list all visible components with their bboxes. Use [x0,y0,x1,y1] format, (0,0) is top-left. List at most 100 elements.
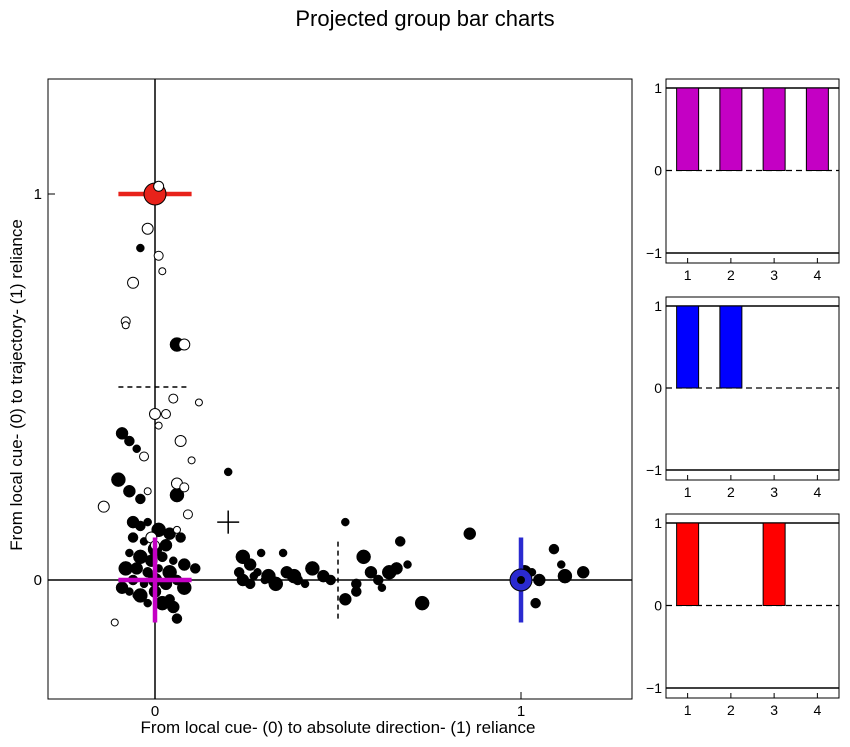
data-point-filled [403,560,412,569]
bar-x-tick-label: 3 [770,702,778,718]
data-point-filled [260,575,270,585]
bar-2 [719,87,743,171]
bar-x-tick-label: 2 [727,484,735,500]
bar-y-tick-label: −1 [646,245,662,261]
data-point-filled [557,560,566,569]
data-point-filled [548,543,560,555]
data-point-filled [463,527,477,540]
bar-y-tick-label: 1 [654,515,662,531]
bar-x-tick-label: 4 [813,484,821,500]
bar-1 [676,522,700,606]
data-point-filled [373,574,384,586]
bar-1 [676,305,700,389]
data-point-filled [111,472,126,487]
data-point-filled [351,578,362,590]
data-point-open [153,250,164,261]
data-point-filled [136,243,145,253]
bar-x-tick-label: 1 [684,484,692,500]
data-point-open [127,276,140,289]
data-point-filled [157,551,168,563]
data-point-open [153,180,165,192]
data-point-filled [305,561,320,576]
scatter-plot-frame [47,78,633,700]
y-tick-label: 1 [34,186,42,203]
data-point-open [139,451,150,462]
bar-panel-red: −1 0 1 1 2 3 4 [646,513,840,718]
data-point-filled [124,435,135,447]
data-point-filled [132,444,141,454]
data-point-filled [533,573,546,587]
bar-panel-blue: −1 0 1 1 2 3 4 [646,296,840,500]
data-point-filled [169,556,178,565]
data-point-filled [159,539,173,552]
data-point-filled [286,568,302,584]
data-point-filled [171,613,183,624]
data-point-filled [339,593,352,606]
data-point-filled [256,548,266,558]
bar-y-tick-label: 0 [654,163,662,179]
data-point-filled [341,517,350,527]
data-point-open [174,435,187,448]
data-point-filled [249,571,259,581]
data-point-open [160,409,171,420]
data-point-open [143,487,152,496]
data-point-filled [178,558,191,571]
data-point-filled [115,581,129,594]
bar-y-tick-label: 1 [654,298,662,314]
data-point-filled [175,532,186,543]
bar-y-tick-label: −1 [646,680,662,696]
figure-title: Projected group bar charts [295,6,555,31]
data-point-open [178,338,191,351]
x-tick-label: 0 [151,703,159,720]
data-point-open [168,393,179,404]
data-point-filled [123,484,136,498]
data-point-filled [356,549,371,565]
y-tick-label: 0 [34,572,42,589]
data-point-filled [143,517,152,527]
data-point-open [158,267,167,276]
data-point-filled [244,578,256,590]
data-point-filled [163,527,176,540]
data-point-filled [364,566,378,579]
data-point-filled [143,598,152,608]
bar-3 [762,522,786,606]
data-point-filled [268,576,284,592]
data-point-filled [278,548,288,558]
data-point-open [194,398,203,407]
data-point-filled [576,566,590,579]
bar-y-tick-label: −1 [646,462,662,478]
data-point-open [97,500,110,513]
data-point-filled [300,579,310,589]
data-point-filled [377,583,387,592]
data-point-filled [530,597,541,609]
data-point-filled [243,558,257,571]
data-point-filled [557,568,573,584]
data-point-filled [517,576,525,584]
data-point-filled [135,493,146,505]
data-point-open [141,222,154,235]
data-point-filled [167,600,180,614]
data-point-open [179,482,190,493]
bar-y-tick-label: 1 [654,80,662,96]
data-point-open [187,456,196,465]
data-point-open [110,618,119,627]
bar-x-tick-label: 4 [813,267,821,283]
data-point-filled [414,595,430,611]
data-point-filled [132,591,141,600]
bar-x-tick-label: 4 [813,702,821,718]
bar-x-tick-label: 1 [684,267,692,283]
bar-x-tick-label: 3 [770,267,778,283]
data-point-filled [325,574,336,586]
bar-y-tick-label: 0 [654,598,662,614]
data-point-filled [135,520,146,532]
data-point-filled [125,548,134,558]
bar-2 [719,305,743,389]
data-point-filled [223,467,233,477]
bar-3 [762,87,786,171]
bar-panel-magenta: −1 0 1 1 2 3 4 [646,78,840,283]
bar-x-tick-label: 3 [770,484,778,500]
data-point-filled [177,580,192,595]
y-axis-label: From local cue- (0) to trajectory- (1) r… [7,219,26,551]
